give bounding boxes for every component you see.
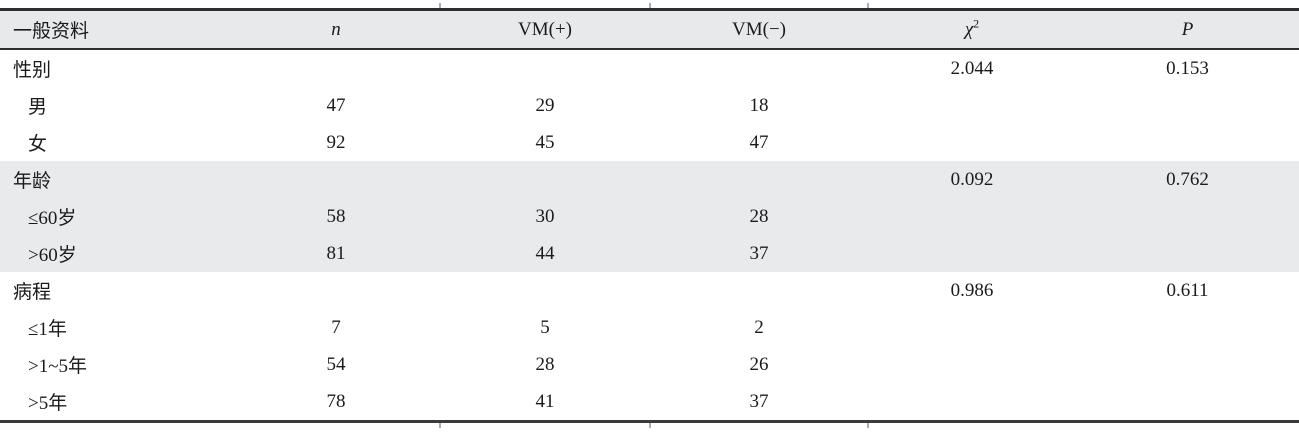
p-value-cell	[1076, 309, 1299, 346]
vm-positive-cell: 44	[535, 242, 555, 264]
row-label-cell: >1~5年	[28, 356, 87, 377]
group-row: 年龄 0.092 0.762	[0, 161, 1299, 198]
row-label-cell: 年龄	[13, 171, 52, 192]
vm-negative-cell: 26	[749, 353, 769, 375]
row-label-cell: 男	[28, 97, 48, 118]
vm-negative-cell	[650, 49, 868, 87]
p-value-cell: 0.762	[1166, 168, 1209, 190]
p-value-cell	[1076, 124, 1299, 161]
column-tick	[867, 423, 869, 428]
vm-positive-cell	[440, 161, 650, 198]
column-tick	[439, 3, 441, 8]
header-cell-p: P	[1181, 18, 1194, 40]
vm-positive-cell: 30	[535, 205, 555, 227]
column-tick	[649, 423, 651, 428]
n-cell: 78	[326, 390, 346, 412]
data-row: 女 92 45 47	[0, 124, 1299, 161]
header-cell-n: n	[331, 18, 341, 40]
column-tick	[439, 423, 441, 428]
group-row: 性别 2.044 0.153	[0, 49, 1299, 87]
baseline-characteristics-table: 一般资料 n VM(+) VM(−) χ2 P 性别 2.044 0.153 男 47 29 18 女 9…	[0, 8, 1299, 423]
vm-negative-cell: 18	[749, 94, 769, 116]
chi-square-cell	[868, 346, 1076, 383]
row-label-cell: >60岁	[28, 245, 77, 266]
n-cell: 54	[326, 353, 346, 375]
chi-square-cell: 0.986	[950, 279, 994, 301]
data-row: 男 47 29 18	[0, 87, 1299, 124]
vm-positive-cell: 29	[535, 94, 555, 116]
column-tick	[649, 3, 651, 8]
n-cell: 92	[326, 131, 346, 153]
row-label-cell: ≤60岁	[28, 208, 77, 229]
p-value-cell: 0.153	[1166, 57, 1209, 79]
header-cell-chi2: χ2	[964, 16, 980, 40]
group-row: 病程 0.986 0.611	[0, 272, 1299, 309]
p-value-cell: 0.611	[1166, 279, 1209, 301]
n-cell	[232, 161, 440, 198]
vm-positive-cell: 5	[540, 316, 550, 338]
p-value-cell	[1076, 87, 1299, 124]
data-row: ≤1年 7 5 2	[0, 309, 1299, 346]
n-cell	[232, 272, 440, 309]
row-label-cell: 性别	[13, 60, 52, 81]
p-value-cell	[1076, 235, 1299, 272]
data-row: >5年 78 41 37	[0, 383, 1299, 422]
vm-negative-cell: 37	[749, 390, 769, 412]
table-body: 性别 2.044 0.153 男 47 29 18 女 92 45 47 年龄 0.092 0.762 ≤6…	[0, 49, 1299, 422]
table-header-row: 一般资料 n VM(+) VM(−) χ2 P	[0, 9, 1299, 49]
data-row: >60岁 81 44 37	[0, 235, 1299, 272]
vm-positive-cell: 41	[535, 390, 555, 412]
p-value-cell	[1076, 198, 1299, 235]
vm-positive-cell	[440, 49, 650, 87]
vm-positive-cell	[440, 272, 650, 309]
vm-negative-cell	[650, 161, 868, 198]
n-cell: 58	[326, 205, 346, 227]
header-cell-label: 一般资料	[13, 21, 90, 42]
chi-square-cell: 2.044	[950, 57, 994, 79]
vm-negative-cell	[650, 272, 868, 309]
chi-square-cell	[868, 124, 1076, 161]
vm-negative-cell: 28	[749, 205, 769, 227]
vm-negative-cell: 37	[749, 242, 769, 264]
vm-negative-cell: 47	[749, 131, 769, 153]
chi-square-cell	[868, 87, 1076, 124]
header-cell-vmn: VM(−)	[732, 18, 786, 40]
p-value-cell	[1076, 346, 1299, 383]
chi-square-cell	[868, 383, 1076, 422]
row-label-cell: ≤1年	[28, 319, 67, 340]
data-row: >1~5年 54 28 26	[0, 346, 1299, 383]
n-cell: 7	[331, 316, 341, 338]
p-value-cell	[1076, 383, 1299, 422]
chi-square-cell	[868, 309, 1076, 346]
vm-negative-cell: 2	[754, 316, 764, 338]
row-label-cell: >5年	[28, 393, 68, 414]
vm-positive-cell: 45	[535, 131, 555, 153]
header-cell-vmp: VM(+)	[518, 18, 572, 40]
row-label-cell: 病程	[13, 282, 52, 303]
chi-square-cell	[868, 198, 1076, 235]
n-cell	[232, 49, 440, 87]
row-label-cell: 女	[28, 134, 48, 155]
vm-positive-cell: 28	[535, 353, 555, 375]
chi-square-cell: 0.092	[950, 168, 994, 190]
n-cell: 47	[326, 94, 346, 116]
column-tick	[867, 3, 869, 8]
n-cell: 81	[326, 242, 346, 264]
data-row: ≤60岁 58 30 28	[0, 198, 1299, 235]
chi-square-cell	[868, 235, 1076, 272]
